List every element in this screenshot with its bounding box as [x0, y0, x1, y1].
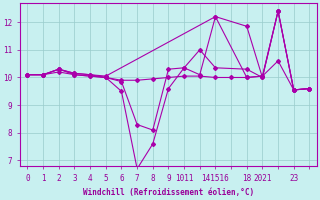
X-axis label: Windchill (Refroidissement éolien,°C): Windchill (Refroidissement éolien,°C) — [83, 188, 254, 197]
